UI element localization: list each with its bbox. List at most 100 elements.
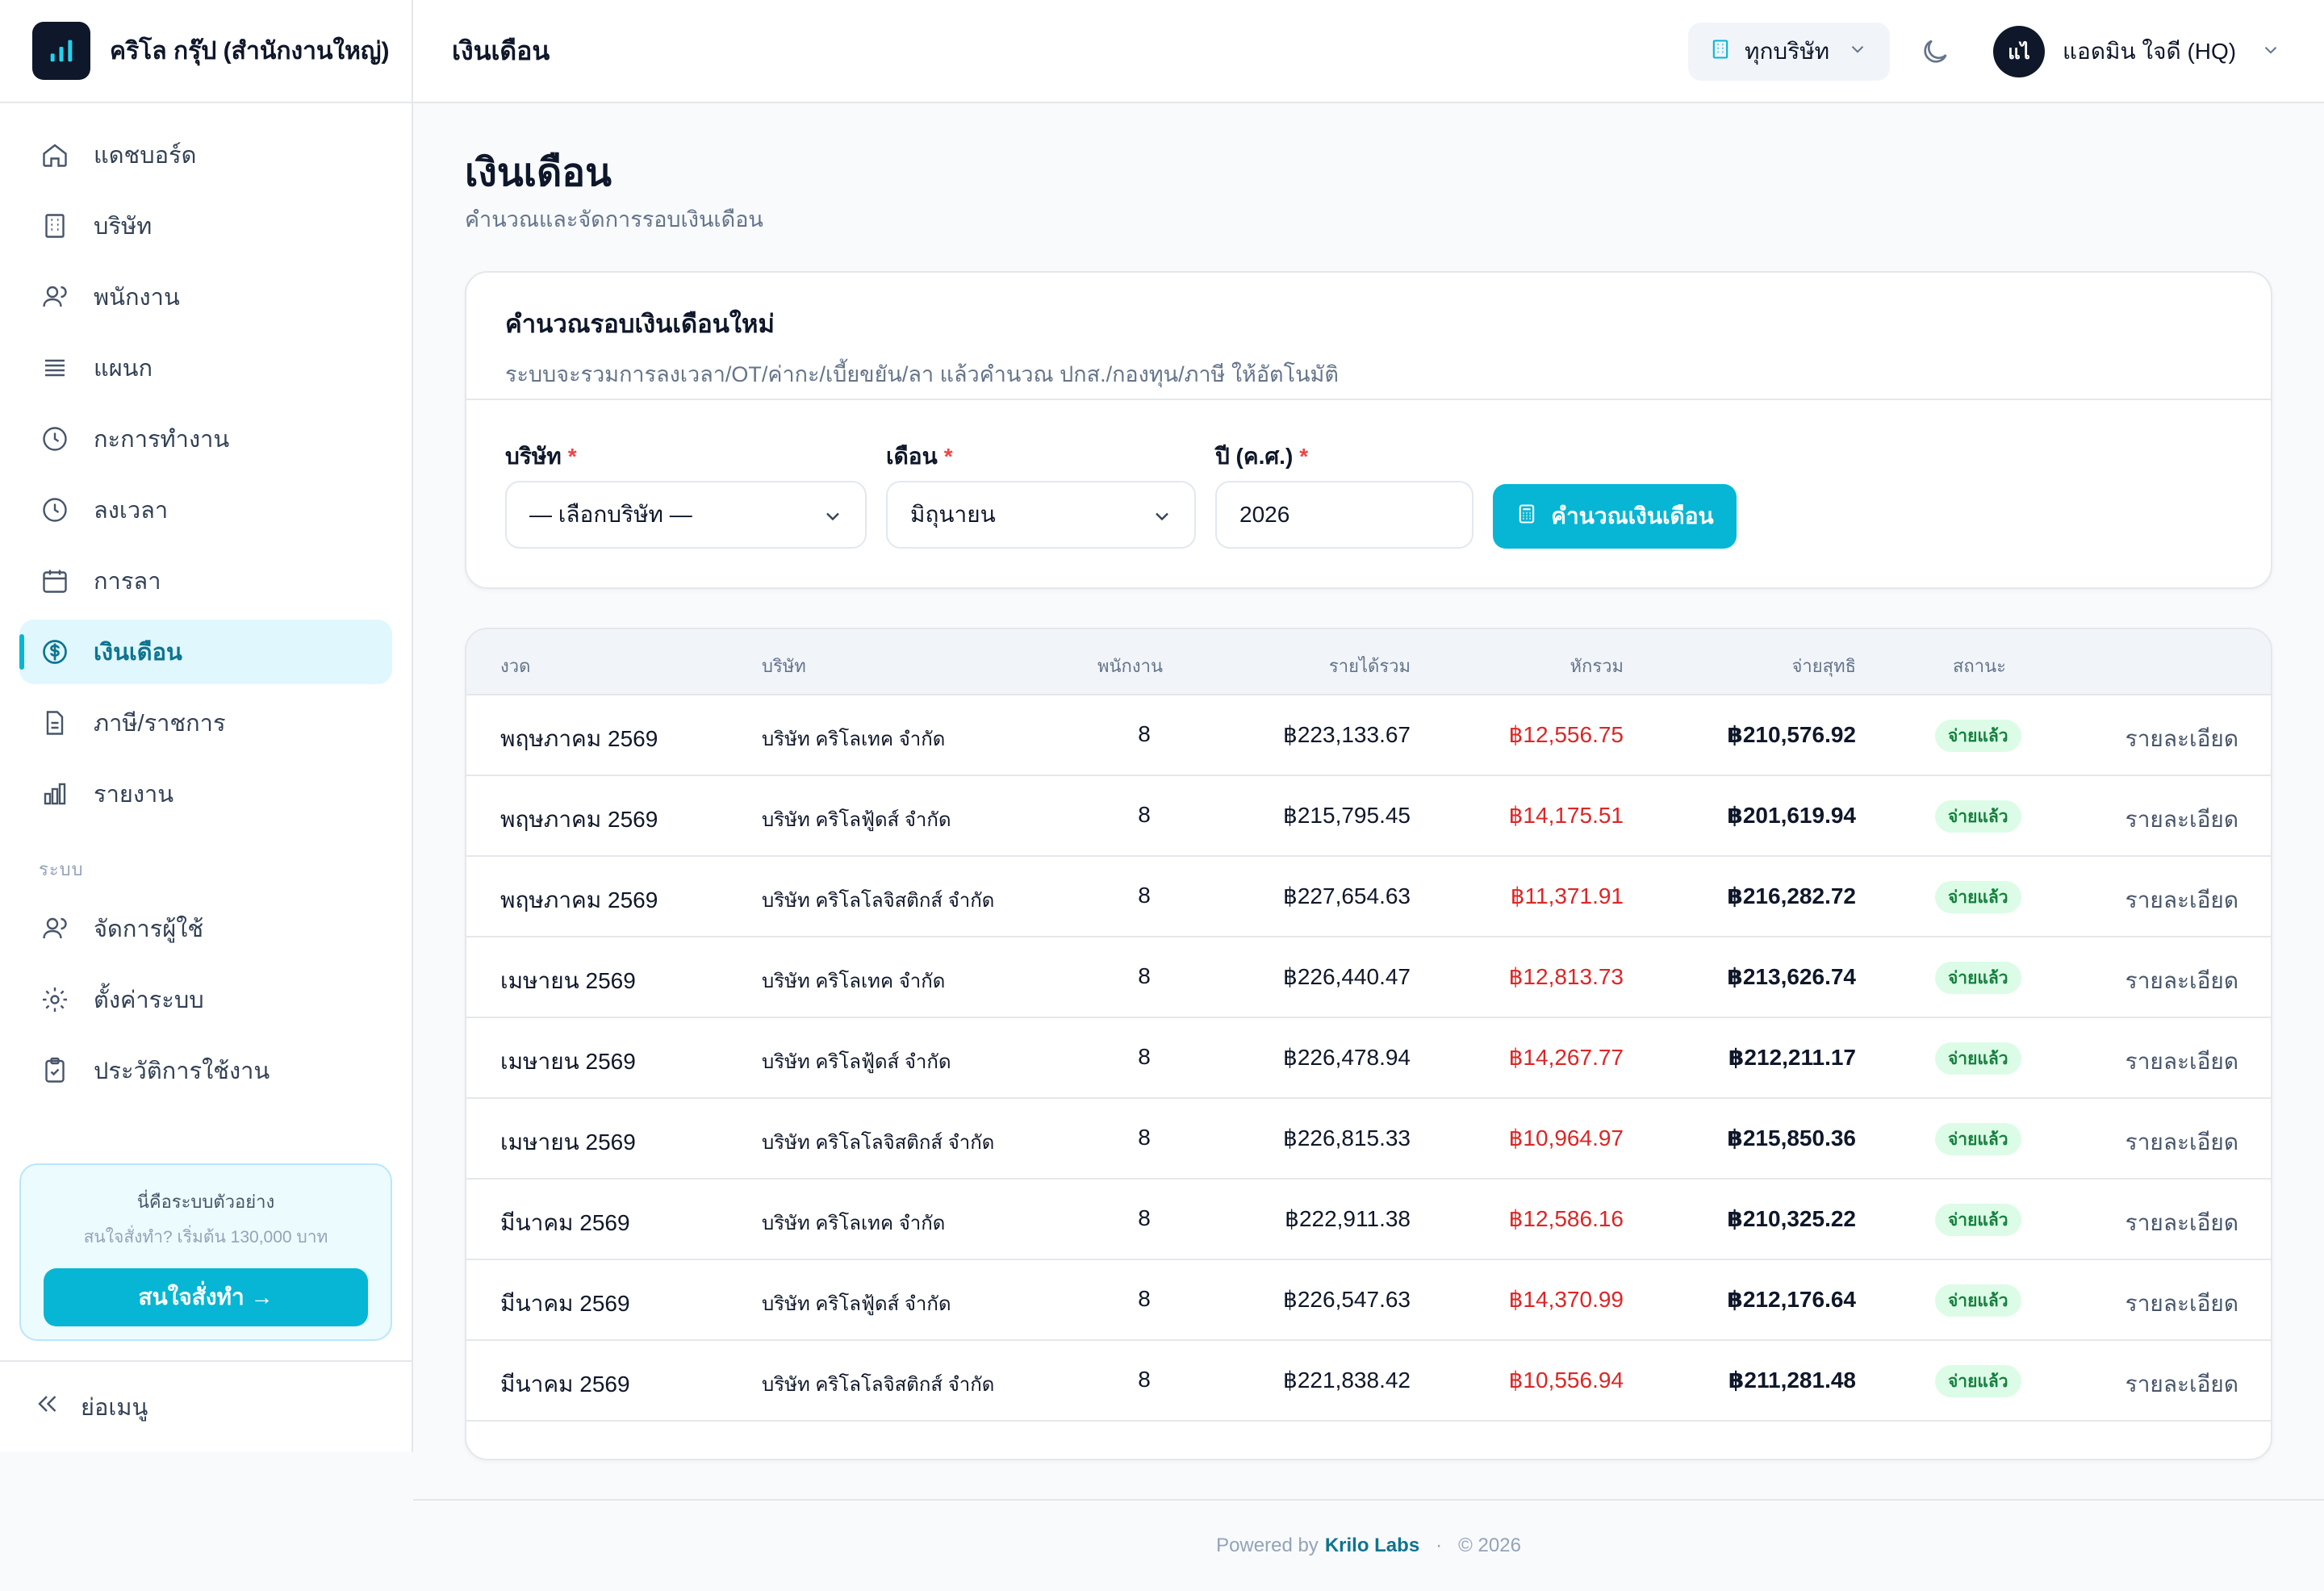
status-badge: จ่ายแล้ว [1935,1123,2021,1155]
calc-card-header: คำนวณรอบเงินเดือนใหม่ ระบบจะรวมการลงเวลา… [466,273,2271,400]
chevron-down-icon [1847,39,1868,65]
dark-mode-toggle[interactable] [1919,35,1951,68]
company-select[interactable]: — เลือกบริษัท — [505,481,867,549]
topbar-title: เงินเดือน [452,35,550,65]
cell-deduction: ฿10,964.97 [1508,1125,1624,1150]
column-header-income: รายได้รวม [1328,656,1411,676]
building-icon [1709,38,1732,66]
sidebar-item-label: บริษัท [94,214,153,240]
month-field-label-text: เดือน [886,444,938,469]
sidebar-item-users[interactable]: จัดการผู้ใช้ [19,896,392,961]
details-link[interactable]: รายละเอียด [2125,1049,2238,1074]
column-header-deduction: หักรวม [1570,656,1624,676]
brand-logo-icon [32,22,90,80]
building-icon [39,210,71,242]
page-title: เงินเดือน [465,152,612,194]
required-mark: * [1299,444,1309,469]
details-link[interactable]: รายละเอียด [2125,1291,2238,1316]
cell-deduction: ฿11,371.91 [1510,883,1624,908]
cell-period: เมษายน 2569 [500,1130,636,1155]
cell-company: บริษัท คริโลเทค จำกัด [762,1213,946,1234]
table-row: เมษายน 2569 บริษัท คริโลโลจิสติกส์ จำกัด… [466,1099,2271,1180]
sidebar: คริโล กรุ๊ป (สำนักงานใหญ่) แดชบอร์ด บริษ… [0,0,413,1452]
cell-period: เมษายน 2569 [500,968,636,993]
details-link[interactable]: รายละเอียด [2125,968,2238,993]
column-header-status: สถานะ [1953,656,2006,676]
cell-deduction: ฿14,175.51 [1508,803,1624,828]
promo-line-1: นี่คือระบบตัวอย่าง [136,1192,275,1212]
sidebar-item-companies[interactable]: บริษัท [19,194,392,258]
status-badge: จ่ายแล้ว [1935,962,2021,994]
company-field-label-text: บริษัท [505,444,562,469]
column-header-period: งวด [500,656,531,676]
sidebar-item-payroll[interactable]: เงินเดือน [19,620,392,684]
cell-income: ฿223,133.67 [1283,722,1411,747]
chart-icon [39,778,71,810]
sidebar-item-tax[interactable]: ภาษี/ราชการ [19,691,392,755]
calc-card-description: ระบบจะรวมการลงเวลา/OT/ค่ากะ/เบี้ยขยัน/ลา… [505,362,1339,386]
cell-employees: 8 [1138,721,1151,746]
status-badge: จ่ายแล้ว [1935,1204,2021,1236]
year-input-value: 2026 [1239,502,1290,527]
column-header-net: จ่ายสุทธิ [1791,656,1857,676]
required-mark: * [567,444,577,469]
table-row: มีนาคม 2569 บริษัท คริโลโลจิสติกส์ จำกัด… [466,1341,2271,1422]
status-badge: จ่ายแล้ว [1935,720,2021,752]
cell-employees: 8 [1138,963,1151,988]
calculate-payroll-button[interactable]: คำนวณเงินเดือน [1493,484,1737,549]
status-badge: จ่ายแล้ว [1935,800,2021,833]
cell-company: บริษัท คริโลเทค จำกัด [762,971,946,992]
month-select[interactable]: มิถุนายน [886,481,1196,549]
collapse-menu-button[interactable]: ย่อเมนู [0,1360,412,1452]
cell-income: ฿222,911.38 [1285,1206,1411,1231]
user-menu[interactable]: แไ แอดมิน ใจดี (HQ) [1993,26,2281,77]
sidebar-item-shifts[interactable]: กะการทำงาน [19,407,392,471]
cell-employees: 8 [1138,1125,1151,1150]
sidebar-item-audit-log[interactable]: ประวัติการใช้งาน [19,1038,392,1103]
document-icon [39,707,71,739]
cell-deduction: ฿10,556.94 [1508,1368,1624,1393]
sidebar-item-label: เงินเดือน [94,640,182,666]
details-link[interactable]: รายละเอียด [2125,1372,2238,1397]
user-name: แอดมิน ใจดี (HQ) [2063,39,2237,64]
company-filter-value: ทุกบริษัท [1745,39,1830,64]
cell-company: บริษัท คริโลโลจิสติกส์ จำกัด [762,1132,995,1154]
sidebar-item-leave[interactable]: การลา [19,549,392,613]
company-filter-select[interactable]: ทุกบริษัท [1688,23,1890,81]
sidebar-item-reports[interactable]: รายงาน [19,762,392,826]
footer-brand-link[interactable]: Krilo Labs [1324,1535,1420,1556]
cell-income: ฿227,654.63 [1283,883,1411,908]
sidebar-item-label: แดชบอร์ด [94,143,197,169]
details-link[interactable]: รายละเอียด [2125,807,2238,832]
sidebar-item-attendance[interactable]: ลงเวลา [19,478,392,542]
brand[interactable]: คริโล กรุ๊ป (สำนักงานใหญ่) [0,0,412,103]
sidebar-item-settings[interactable]: ตั้งค่าระบบ [19,967,392,1032]
cell-income: ฿221,838.42 [1283,1368,1411,1393]
year-field-label-text: ปี (ค.ศ.) [1215,444,1294,469]
cell-employees: 8 [1138,1286,1151,1311]
promo-card: นี่คือระบบตัวอย่าง สนใจสั่งทำ? เริ่มต้น … [19,1163,392,1341]
cell-net: ฿213,626.74 [1727,964,1856,989]
status-badge: จ่ายแล้ว [1935,1365,2021,1397]
sidebar-item-employees[interactable]: พนักงาน [19,265,392,329]
details-link[interactable]: รายละเอียด [2125,726,2238,751]
sidebar-item-label: แผนก [94,356,153,382]
details-link[interactable]: รายละเอียด [2125,1130,2238,1155]
promo-line-2: สนใจสั่งทำ? เริ่มต้น 130,000 บาท [83,1228,328,1246]
cell-net: ฿201,619.94 [1727,803,1856,828]
cell-employees: 8 [1138,1205,1151,1230]
details-link[interactable]: รายละเอียด [2125,1210,2238,1235]
sidebar-item-departments[interactable]: แผนก [19,336,392,400]
year-input[interactable]: 2026 [1215,481,1473,549]
cell-period: พฤษภาคม 2569 [500,807,658,832]
gear-icon [39,983,71,1016]
cell-income: ฿226,440.47 [1283,964,1411,989]
company-field-label: บริษัท * [505,439,577,474]
sidebar-item-label: ตั้งค่าระบบ [94,988,204,1013]
sidebar-item-dashboard[interactable]: แดชบอร์ด [19,123,392,187]
sidebar-item-label: รายงาน [94,782,174,808]
promo-order-button[interactable]: สนใจสั่งทำ → [44,1268,368,1326]
dollar-icon [39,636,71,668]
sidebar-item-label: กะการทำงาน [94,427,230,453]
details-link[interactable]: รายละเอียด [2125,887,2238,912]
